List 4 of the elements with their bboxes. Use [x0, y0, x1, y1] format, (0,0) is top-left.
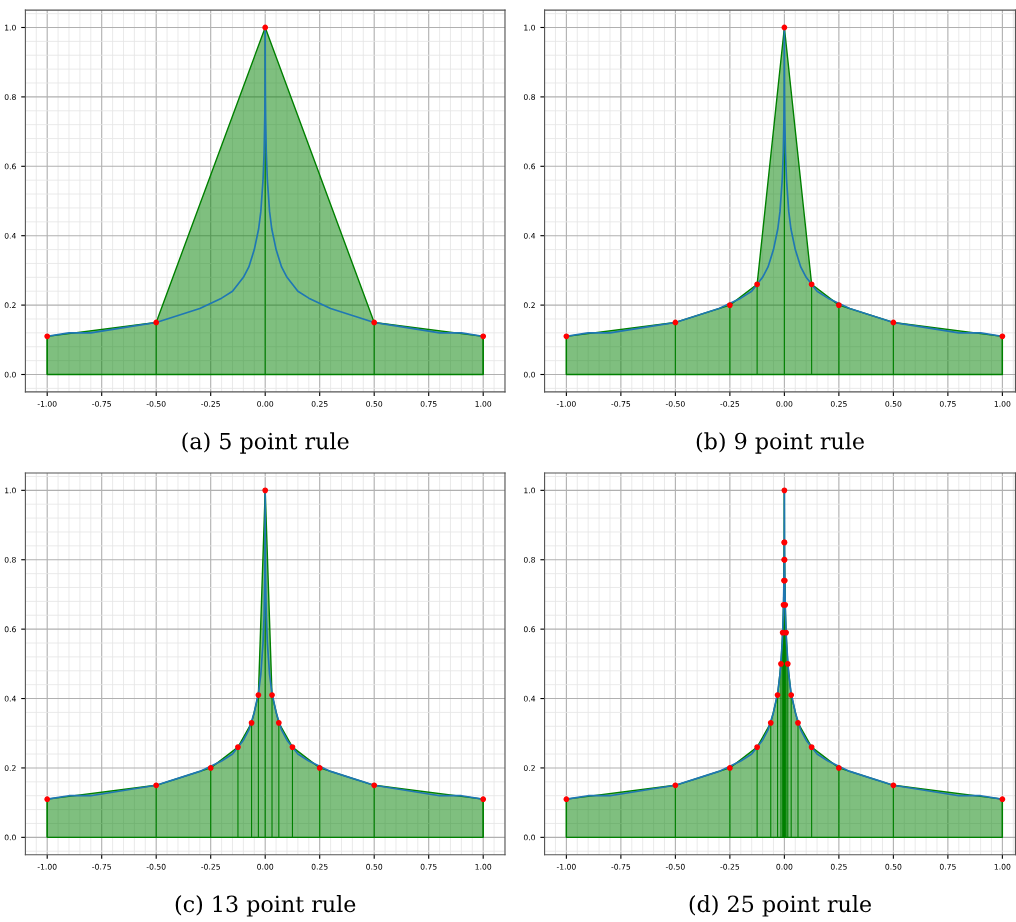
- text: (a) 5 point rule: [182, 432, 349, 454]
- text: (d) 25 point rule: [689, 895, 871, 917]
- text: (c) 13 point rule: [175, 895, 356, 917]
- text: (b) 9 point rule: [696, 432, 864, 454]
